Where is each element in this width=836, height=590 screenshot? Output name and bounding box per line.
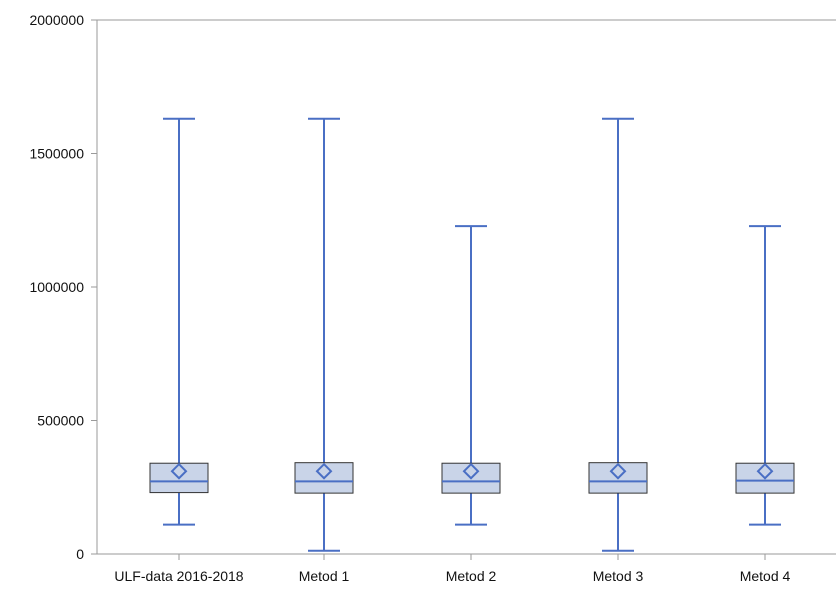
x-tick-label: Metod 4 (740, 568, 791, 584)
box-plot-3 (441, 225, 501, 526)
x-tick-label: Metod 2 (446, 568, 497, 584)
x-tick-label: ULF-data 2016-2018 (114, 568, 243, 584)
y-tick-label: 0 (76, 546, 84, 562)
box-plot-2 (294, 117, 354, 552)
mean-marker (462, 462, 480, 480)
mean-marker (609, 462, 627, 480)
mean-marker (170, 462, 188, 480)
y-tick-label: 500000 (37, 413, 84, 429)
y-axis: 0 500000 1000000 1500000 2000000 (29, 12, 97, 562)
x-tick-label: Metod 3 (593, 568, 644, 584)
box-plot-1 (149, 117, 209, 526)
y-tick-label: 1500000 (29, 146, 84, 162)
x-axis: ULF-data 2016-2018 Metod 1 Metod 2 Metod 3 M… (114, 554, 791, 584)
mean-marker (756, 462, 774, 480)
box-plot-5 (735, 225, 795, 526)
y-tick-label: 1000000 (29, 279, 84, 295)
y-tick-label: 2000000 (29, 12, 84, 28)
mean-marker (315, 462, 333, 480)
x-tick-label: Metod 1 (299, 568, 350, 584)
box-plot-4 (588, 117, 648, 552)
box-series (149, 117, 795, 552)
